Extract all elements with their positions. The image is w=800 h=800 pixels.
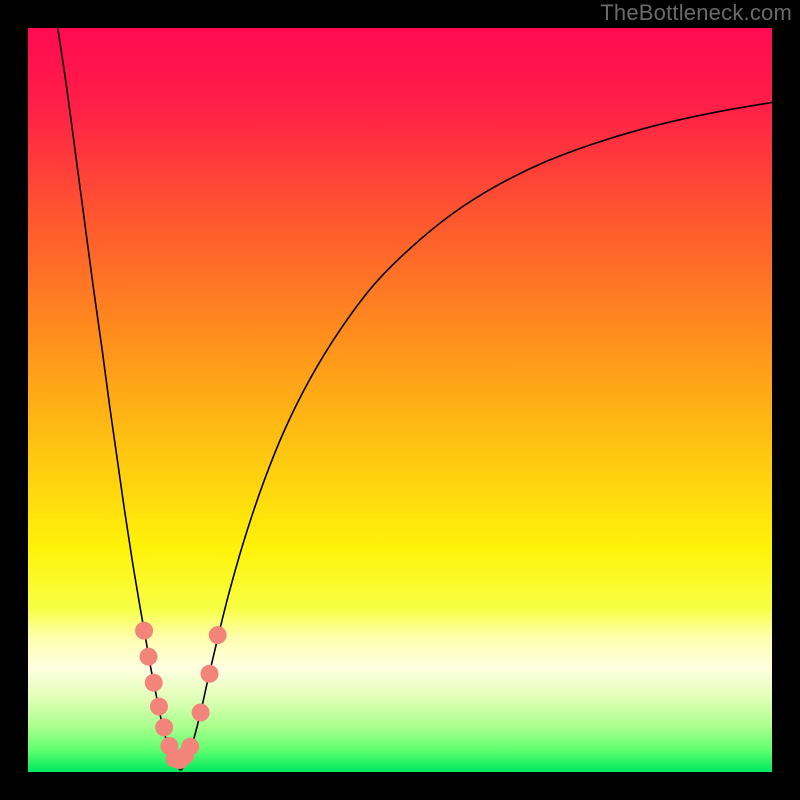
chart-svg: [0, 0, 800, 800]
data-marker: [181, 738, 199, 756]
data-marker: [201, 665, 219, 683]
watermark-text: TheBottleneck.com: [600, 0, 792, 26]
data-marker: [135, 622, 153, 640]
data-marker: [192, 703, 210, 721]
data-marker: [140, 648, 158, 666]
data-marker: [145, 674, 163, 692]
data-marker: [150, 698, 168, 716]
bottleneck-chart: TheBottleneck.com: [0, 0, 800, 800]
data-marker: [155, 718, 173, 736]
data-marker: [209, 626, 227, 644]
